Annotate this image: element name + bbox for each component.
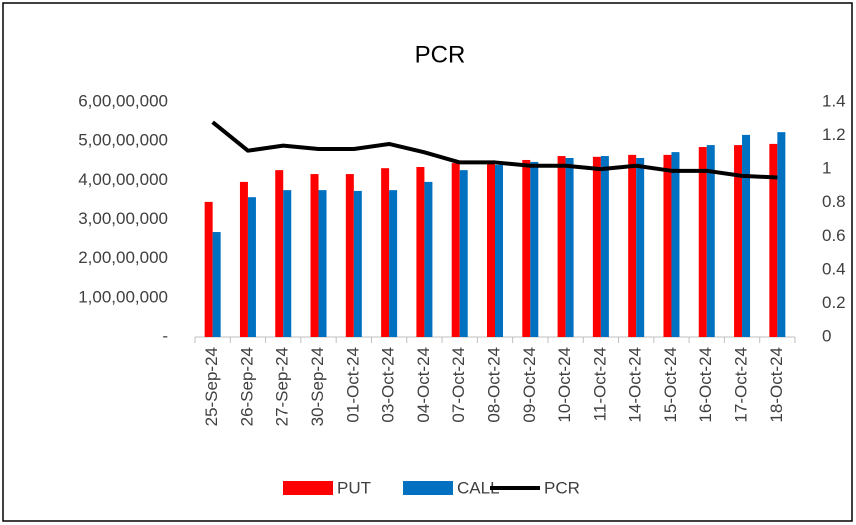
x-tick-label: 07-Oct-24 (449, 347, 468, 423)
x-tick-label: 04-Oct-24 (414, 347, 433, 423)
bar (777, 132, 786, 337)
x-tick-label: 18-Oct-24 (767, 347, 786, 423)
bar (706, 145, 715, 337)
bar (247, 197, 256, 337)
y2-tick-label: 1 (822, 159, 831, 178)
x-tick-label: 16-Oct-24 (696, 347, 715, 423)
bar (628, 154, 637, 337)
y2-tick-label: 0.2 (822, 293, 846, 312)
bar (212, 232, 221, 337)
x-tick-label: 27-Sep-24 (273, 347, 292, 426)
bar (495, 165, 503, 337)
bar (671, 152, 680, 337)
bar (557, 156, 566, 337)
y-tick-label: 6,00,00,000 (78, 91, 168, 110)
bar (530, 161, 539, 337)
y-tick-label: 1,00,00,000 (78, 287, 168, 306)
x-tick-label: 09-Oct-24 (520, 347, 539, 423)
bar (424, 181, 433, 337)
legend-swatch (283, 481, 333, 495)
bar (389, 190, 398, 337)
bar (459, 170, 468, 337)
bar (283, 190, 292, 337)
bar (663, 154, 672, 337)
y-tick-label: 5,00,00,000 (78, 131, 168, 150)
bar (592, 156, 601, 337)
y-tick-label: 3,00,00,000 (78, 209, 168, 228)
bar (353, 190, 362, 337)
bar (345, 174, 354, 337)
line (211, 120, 778, 180)
bar (600, 156, 609, 337)
legend-label: PCR (544, 478, 580, 497)
y2-tick-label: 0.6 (822, 226, 846, 245)
bar (522, 159, 531, 337)
y-tick-label: 4,00,00,000 (78, 170, 168, 189)
x-tick-label: 15-Oct-24 (661, 347, 680, 423)
bar (318, 190, 327, 337)
legend-label: PUT (337, 478, 371, 497)
bar (636, 158, 645, 337)
bar (275, 170, 284, 337)
bar (204, 201, 213, 337)
y2-tick-label: 0 (822, 326, 831, 345)
bar (310, 174, 319, 337)
y2-tick-label: 1.2 (822, 125, 846, 144)
bar (239, 181, 248, 337)
x-tick-label: 01-Oct-24 (343, 347, 362, 423)
x-tick-label: 11-Oct-24 (590, 347, 609, 421)
bar (769, 143, 778, 337)
bar (698, 147, 707, 337)
bar (734, 145, 743, 337)
y2-tick-label: 0.8 (822, 192, 846, 211)
x-tick-label: 26-Sep-24 (237, 347, 256, 426)
y-tick-label: - (162, 326, 168, 345)
bar (416, 167, 425, 337)
y-tick-label: 2,00,00,000 (78, 248, 168, 267)
y2-tick-label: 0.4 (822, 259, 846, 278)
bar (565, 158, 574, 337)
bar (381, 168, 390, 337)
x-tick-label: 03-Oct-24 (379, 347, 398, 423)
legend-swatch (403, 481, 453, 495)
legend-label: CALL (457, 478, 500, 497)
x-tick-label: 08-Oct-24 (484, 347, 503, 423)
x-tick-label: 10-Oct-24 (555, 347, 574, 423)
x-tick-label: 17-Oct-24 (732, 347, 751, 423)
bar (742, 134, 751, 337)
x-tick-label: 25-Sep-24 (202, 347, 221, 426)
x-tick-label: 30-Sep-24 (308, 347, 327, 426)
bar (451, 163, 460, 337)
bar (487, 163, 495, 337)
chart-title: PCR (415, 41, 466, 68)
x-tick-label: 14-Oct-24 (626, 347, 645, 423)
y2-tick-label: 1.4 (822, 91, 846, 110)
